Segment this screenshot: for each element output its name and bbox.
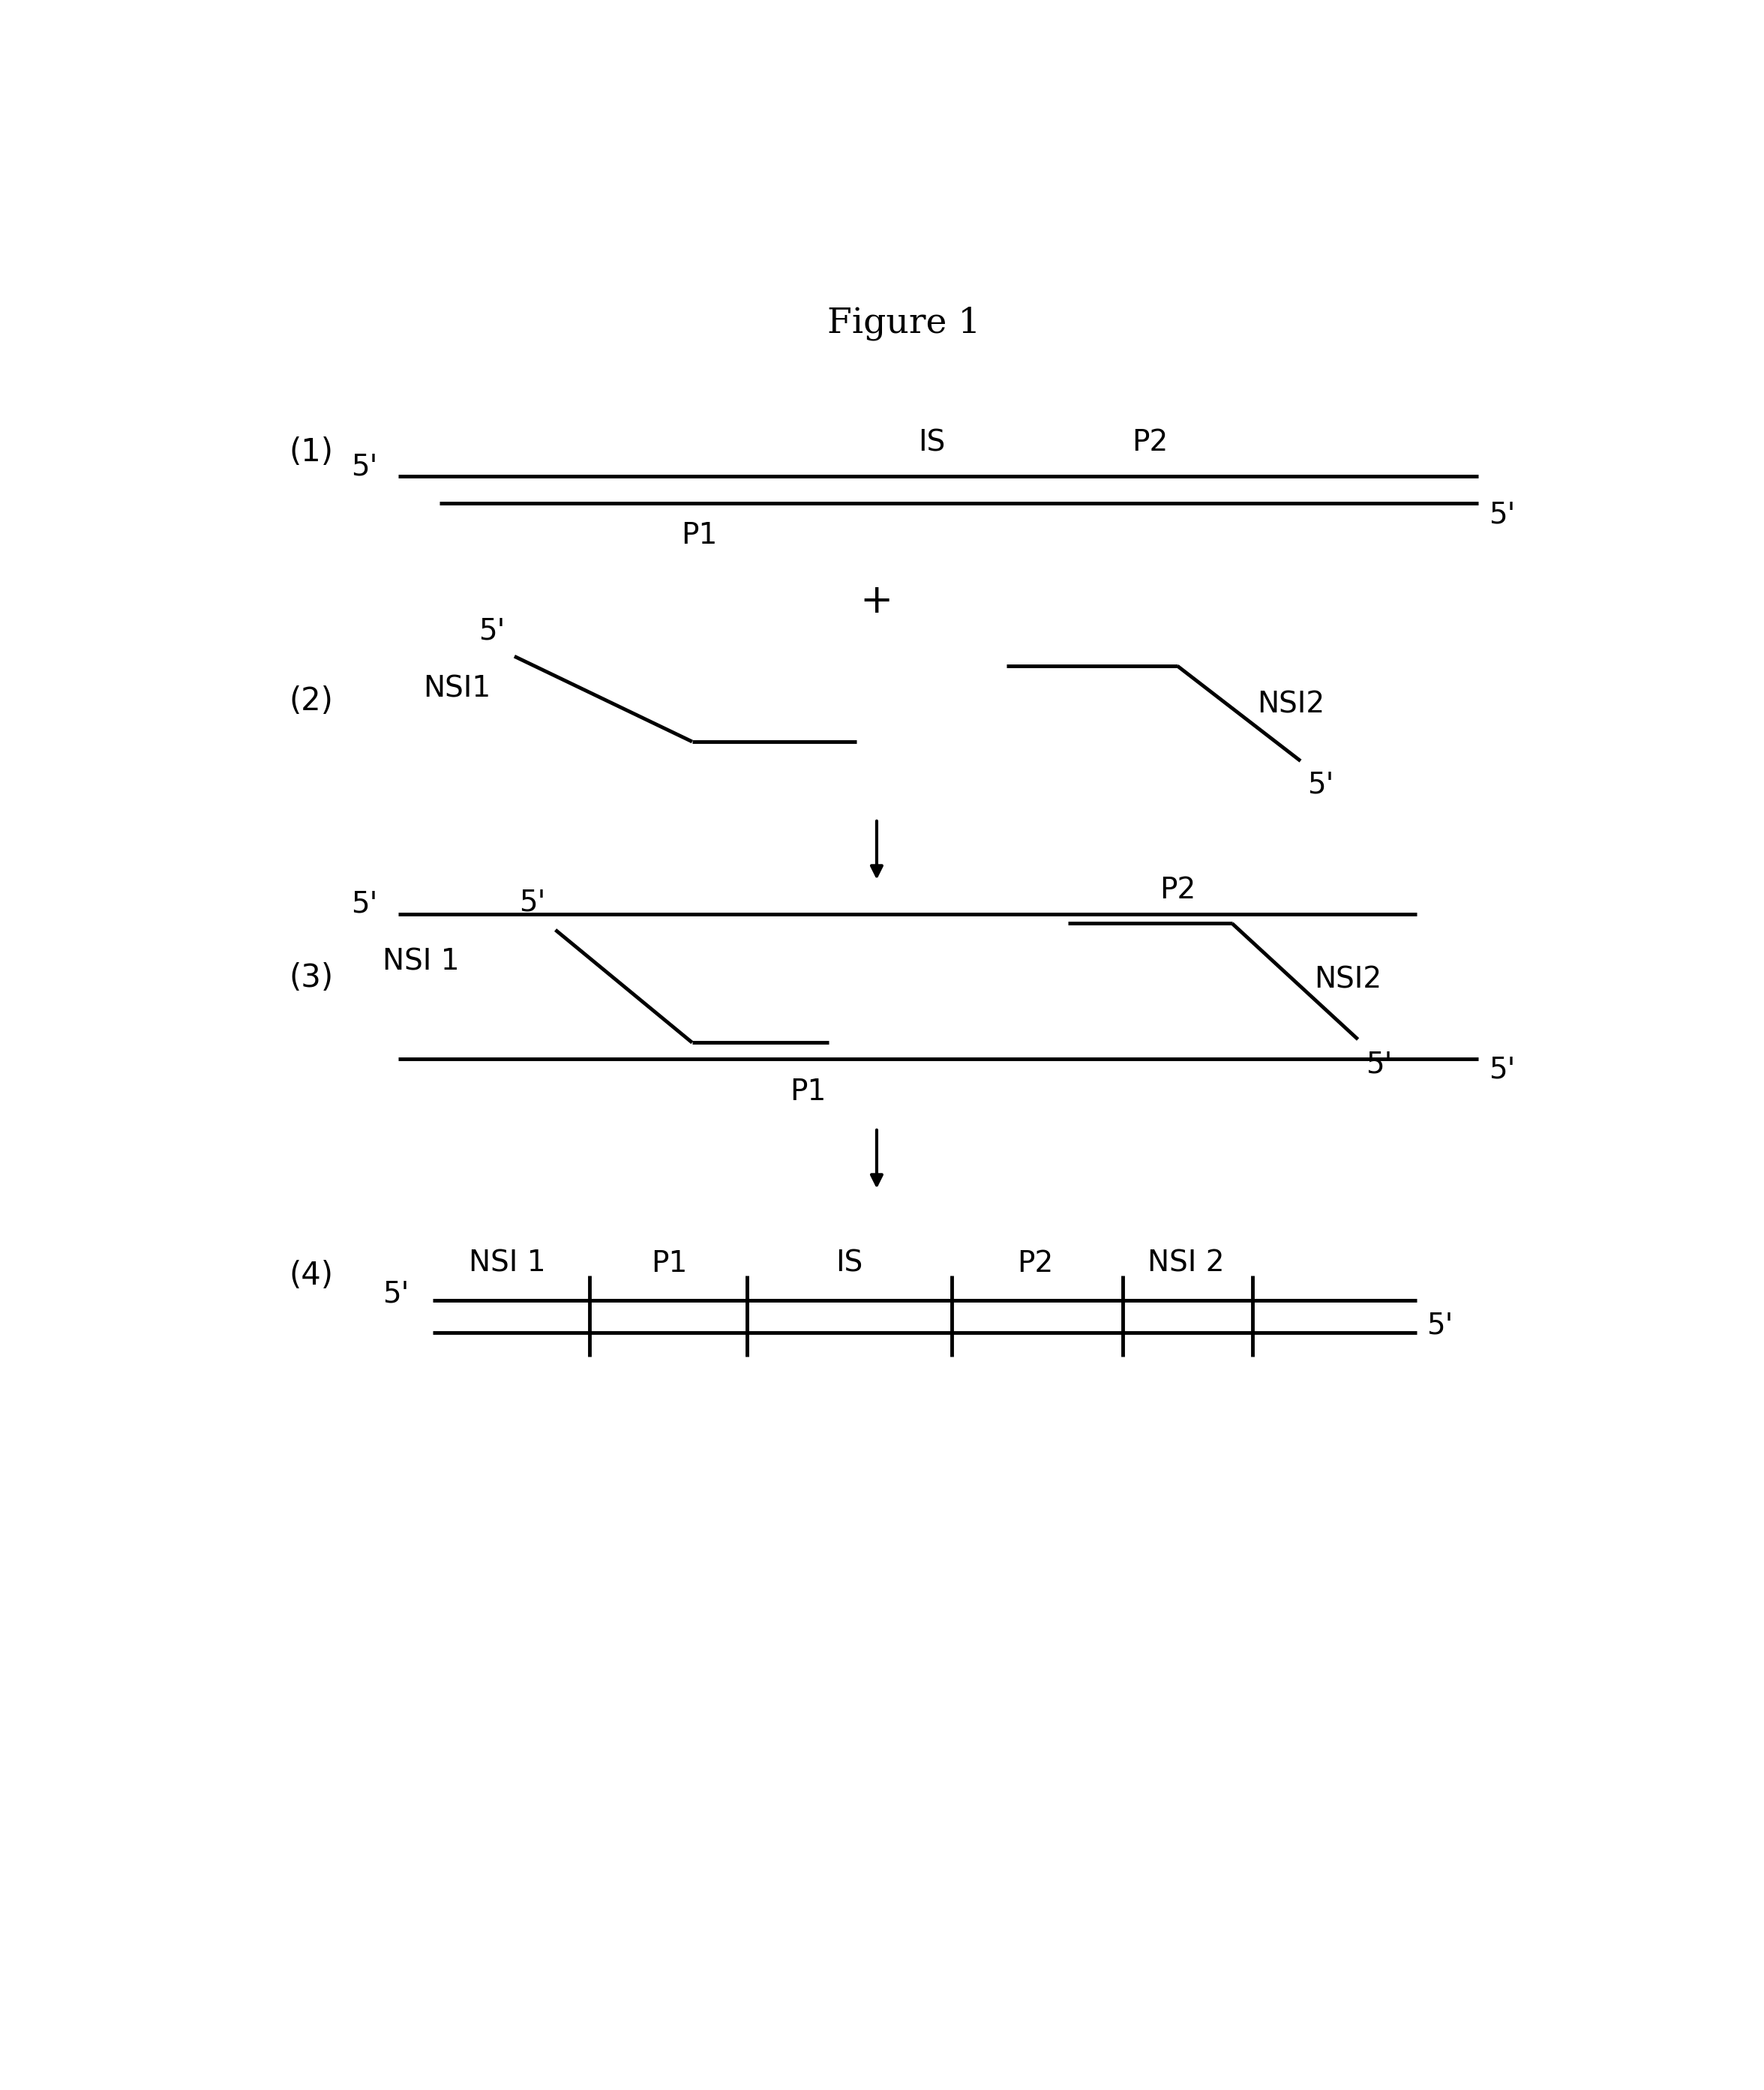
Text: NSI 1: NSI 1 bbox=[383, 949, 460, 976]
Text: IS: IS bbox=[836, 1250, 863, 1277]
Text: +: + bbox=[861, 583, 893, 621]
Text: (1): (1) bbox=[289, 437, 333, 468]
Text: (4): (4) bbox=[289, 1260, 333, 1292]
Text: P2: P2 bbox=[1132, 428, 1168, 458]
Text: IS: IS bbox=[917, 428, 946, 458]
Text: NSI 1: NSI 1 bbox=[469, 1250, 547, 1277]
Text: 5': 5' bbox=[351, 890, 377, 918]
Text: (3): (3) bbox=[289, 963, 333, 995]
Text: P1: P1 bbox=[790, 1078, 827, 1106]
Text: P2: P2 bbox=[1159, 876, 1196, 905]
Text: NSI1: NSI1 bbox=[423, 675, 490, 702]
Text: 5': 5' bbox=[519, 888, 545, 918]
Text: 5': 5' bbox=[1489, 1055, 1515, 1085]
Text: 5': 5' bbox=[478, 617, 505, 646]
Text: NSI 2: NSI 2 bbox=[1147, 1250, 1224, 1277]
Text: 5': 5' bbox=[1427, 1313, 1454, 1340]
Text: P1: P1 bbox=[651, 1250, 686, 1277]
Text: P1: P1 bbox=[681, 520, 718, 550]
Text: NSI2: NSI2 bbox=[1256, 690, 1325, 719]
Text: P2: P2 bbox=[1018, 1250, 1053, 1277]
Text: (2): (2) bbox=[289, 686, 333, 717]
Text: 5': 5' bbox=[1307, 771, 1334, 798]
Text: 5': 5' bbox=[1365, 1051, 1392, 1078]
Text: Figure 1: Figure 1 bbox=[827, 305, 981, 341]
Text: 5': 5' bbox=[383, 1279, 409, 1308]
Text: NSI2: NSI2 bbox=[1314, 966, 1381, 995]
Text: 5': 5' bbox=[351, 451, 377, 481]
Text: 5': 5' bbox=[1489, 500, 1515, 529]
